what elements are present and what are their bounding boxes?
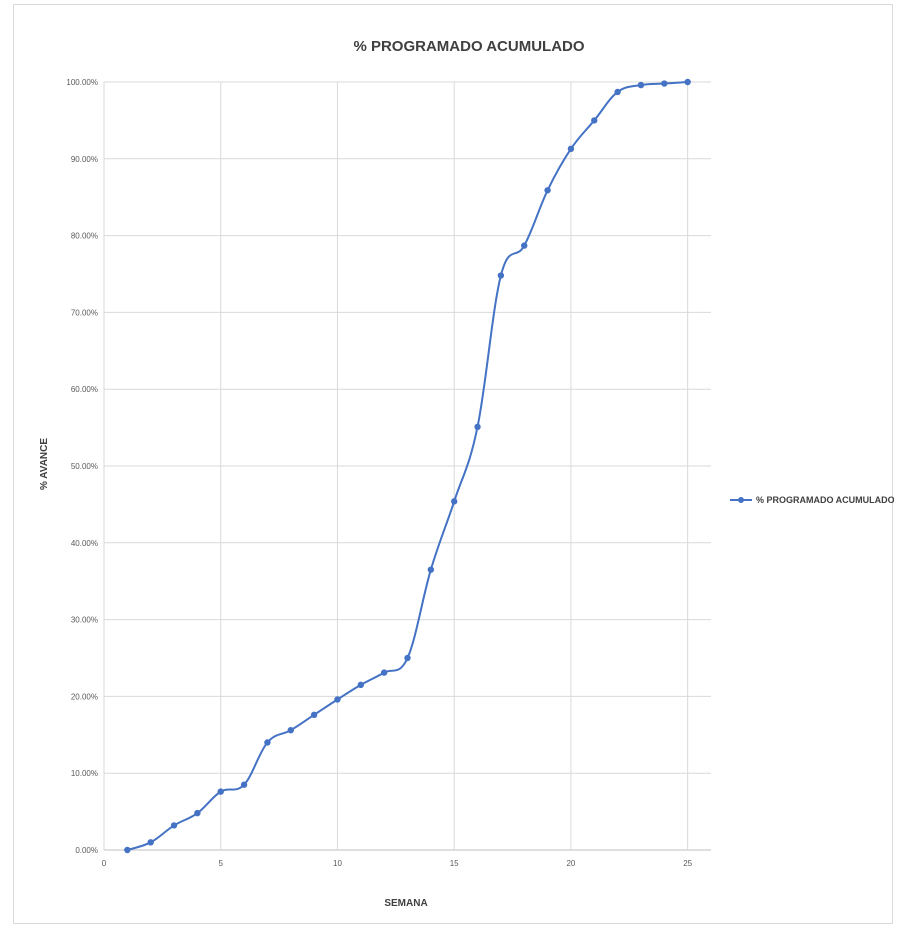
data-point-marker — [357, 681, 365, 689]
chart-title: % PROGRAMADO ACUMULADO — [353, 38, 584, 55]
y-tick-label: 50.00% — [71, 462, 98, 471]
y-tick-label: 100.00% — [66, 78, 98, 87]
x-tick-label: 15 — [450, 859, 459, 868]
data-point-marker — [380, 669, 388, 676]
data-point-marker — [240, 781, 248, 788]
series-group — [124, 78, 691, 854]
data-point-marker — [497, 272, 505, 279]
x-tick-label: 10 — [333, 859, 342, 868]
data-point-marker — [170, 822, 178, 829]
x-tick-label: 0 — [102, 859, 107, 868]
x-tick-label: 20 — [566, 859, 575, 868]
legend-marker — [738, 497, 744, 503]
y-tick-label: 20.00% — [71, 692, 98, 701]
data-point-marker — [661, 80, 668, 87]
data-point-marker — [334, 696, 341, 703]
data-point-marker — [637, 81, 645, 89]
data-point-marker — [310, 711, 318, 719]
y-tick-label: 80.00% — [71, 232, 98, 241]
data-point-marker — [217, 788, 224, 795]
data-point-marker — [474, 423, 481, 431]
y-tick-label: 40.00% — [71, 539, 98, 548]
data-point-marker — [124, 846, 131, 854]
line-chart: % PROGRAMADO ACUMULADO 0.00% 10.00% 20.00%… — [39, 38, 894, 909]
y-tick-label: 30.00% — [71, 616, 98, 625]
data-point-marker — [614, 88, 621, 96]
y-tick-label: 60.00% — [71, 385, 98, 394]
y-axis-label: % AVANCE — [39, 438, 50, 490]
legend: % PROGRAMADO ACUMULADO — [730, 495, 894, 505]
data-point-marker — [194, 809, 201, 817]
x-tick-label: 25 — [683, 859, 692, 868]
data-point-marker — [264, 739, 271, 746]
data-point-marker — [684, 78, 691, 86]
y-tick-label: 10.00% — [71, 769, 98, 778]
data-point-marker — [450, 498, 458, 505]
x-tick-labels: 0 5 10 15 20 25 — [102, 859, 693, 868]
data-point-marker — [147, 839, 154, 846]
y-tick-labels: 0.00% 10.00% 20.00% 30.00% 40.00% 50.00% 60.00… — [66, 78, 98, 855]
legend-label: % PROGRAMADO ACUMULADO — [756, 495, 894, 505]
x-tick-label: 5 — [219, 859, 224, 868]
data-point-marker — [287, 726, 294, 734]
y-tick-label: 0.00% — [75, 846, 98, 855]
data-point-marker — [544, 187, 551, 194]
data-point-marker — [591, 117, 598, 124]
data-point-marker — [427, 566, 435, 573]
data-point-marker — [521, 242, 528, 249]
x-axis-label: SEMANA — [384, 898, 427, 909]
y-tick-label: 70.00% — [71, 308, 98, 317]
data-point-marker — [404, 654, 411, 662]
chart-frame: % PROGRAMADO ACUMULADO 0.00% 10.00% 20.00%… — [13, 4, 894, 924]
y-tick-label: 90.00% — [71, 155, 98, 164]
data-point-marker — [567, 145, 575, 153]
gridlines — [103, 81, 711, 851]
